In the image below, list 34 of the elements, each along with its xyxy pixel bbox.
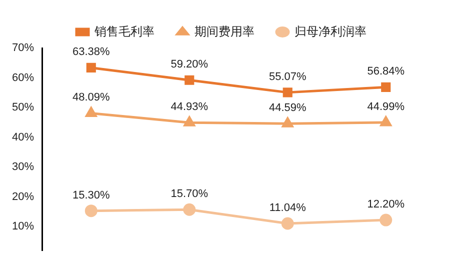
data-label: 12.20%: [367, 198, 405, 211]
point: [183, 203, 196, 216]
legend-label: 归母净利润率: [294, 24, 366, 38]
y-tick-label: 10%: [12, 220, 34, 233]
data-label: 48.09%: [72, 92, 110, 104]
point: [281, 217, 294, 230]
y-tick-label: 60%: [12, 72, 34, 84]
y-tick-label: 50%: [12, 102, 34, 114]
legend-label: 销售毛利率: [94, 24, 154, 38]
y-tick-label: 30%: [12, 161, 34, 174]
data-label: 44.59%: [268, 102, 306, 114]
point: [184, 116, 195, 126]
y-tick-label: 40%: [12, 131, 34, 144]
data-label: 56.84%: [367, 66, 405, 78]
data-label: 59.20%: [170, 58, 208, 71]
y-tick-label: 70%: [12, 42, 34, 54]
point: [282, 117, 294, 128]
data-label: 44.99%: [367, 100, 405, 113]
data-label: 55.07%: [268, 70, 306, 83]
point: [380, 214, 392, 226]
data-label: 15.30%: [72, 189, 110, 202]
point: [381, 82, 391, 92]
data-label: 44.93%: [170, 101, 208, 114]
legend-label: 期间费用率: [194, 24, 254, 38]
data-label: 15.70%: [170, 188, 208, 200]
point: [84, 204, 98, 218]
data-label: 11.04%: [269, 202, 306, 214]
point: [380, 116, 392, 126]
point: [86, 62, 96, 72]
data-label: 63.38%: [72, 46, 110, 58]
point: [86, 106, 97, 117]
point: [184, 75, 194, 85]
point: [282, 88, 292, 98]
y-tick-label: 20%: [12, 190, 34, 203]
